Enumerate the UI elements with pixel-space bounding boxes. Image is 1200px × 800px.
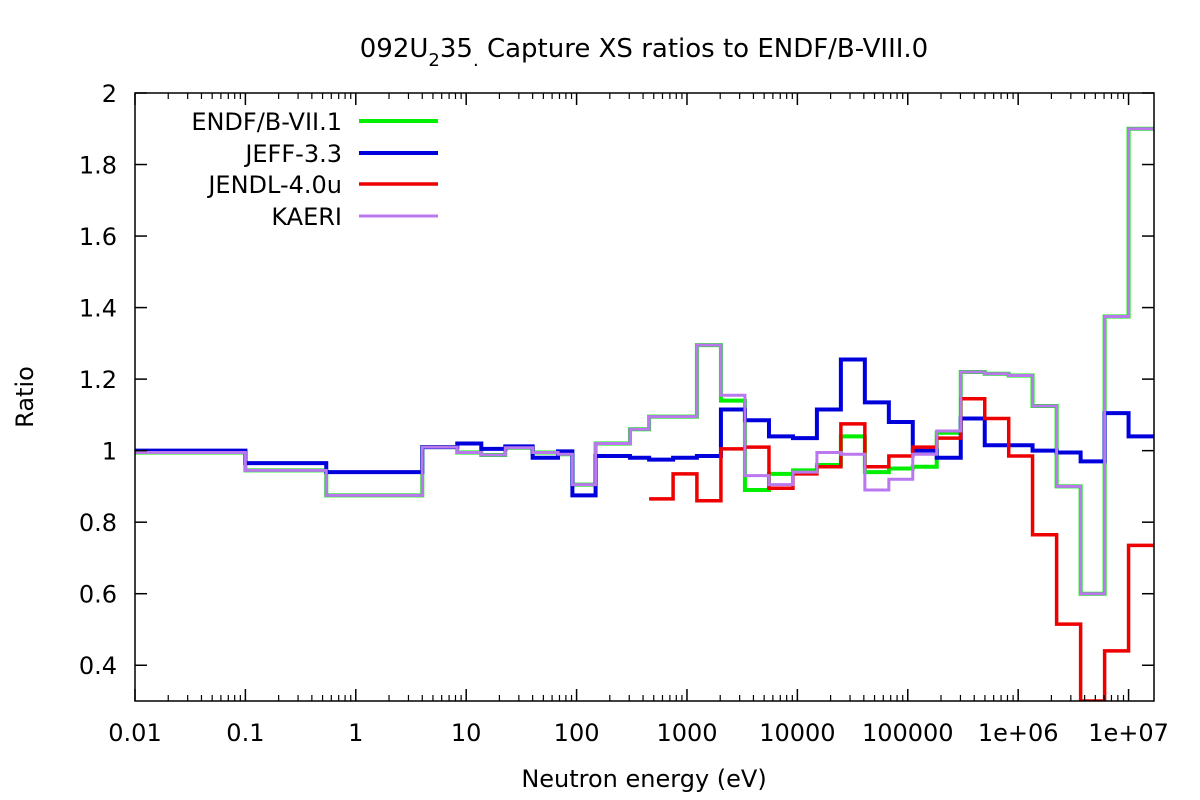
y-tick-label: 0.4 xyxy=(79,652,117,680)
y-tick-label: 1.6 xyxy=(79,223,117,251)
y-tick-label: 1.8 xyxy=(79,152,117,180)
x-tick-label: 1 xyxy=(348,719,363,747)
legend-label-endf-b-vii-1: ENDF/B-VII.1 xyxy=(191,108,342,136)
y-tick-label: 1 xyxy=(102,438,117,466)
y-tick-label: 1.4 xyxy=(79,295,117,323)
title-subscript: 2 xyxy=(428,50,439,71)
x-tick-label: 0.01 xyxy=(108,719,161,747)
title-part: 35 xyxy=(440,34,473,64)
y-axis-label: Ratio xyxy=(11,366,39,428)
legend: ENDF/B-VII.1 JEFF-3.3 JENDL-4.0u KAERI xyxy=(191,108,438,231)
x-tick-label: 1e+06 xyxy=(978,719,1059,747)
y-tick-label: 1.2 xyxy=(79,366,117,394)
x-tick-label: 1000 xyxy=(656,719,717,747)
y-tick-label: 0.6 xyxy=(79,581,117,609)
x-tick-label: 100 xyxy=(554,719,600,747)
title-subscript: . xyxy=(473,50,479,71)
x-axis-label: Neutron energy (eV) xyxy=(521,765,766,793)
title-part: Capture XS ratios to ENDF/B-VIII.0 xyxy=(479,34,929,64)
legend-label-jeff-3-3: JEFF-3.3 xyxy=(243,140,342,168)
plot-area xyxy=(135,126,1154,701)
y-tick-label: 2 xyxy=(102,80,117,108)
x-tick-label: 1e+07 xyxy=(1088,719,1169,747)
title-text: 092U235. Capture XS ratios to ENDF/B-VII… xyxy=(360,34,928,71)
x-tick-label: 100000 xyxy=(862,719,954,747)
chart-title: 092U235. Capture XS ratios to ENDF/B-VII… xyxy=(360,34,928,71)
title-part: 092U xyxy=(360,34,429,64)
series-line-jendl-4-0u xyxy=(649,397,1154,701)
legend-label-kaeri: KAERI xyxy=(271,203,342,231)
y-tick-label: 0.8 xyxy=(79,509,117,537)
x-tick-label: 10 xyxy=(451,719,482,747)
x-tick-label: 0.1 xyxy=(226,719,264,747)
plot-frame xyxy=(134,92,1155,702)
legend-label-jendl-4-0u: JENDL-4.0u xyxy=(206,171,342,199)
axis-ticks: 0.01 0.1 1 10 100 1000 10000 100000 1e+06 1e+07 0.… xyxy=(79,80,1169,747)
series-line-kaeri xyxy=(135,127,1154,596)
x-tick-label: 10000 xyxy=(759,719,835,747)
